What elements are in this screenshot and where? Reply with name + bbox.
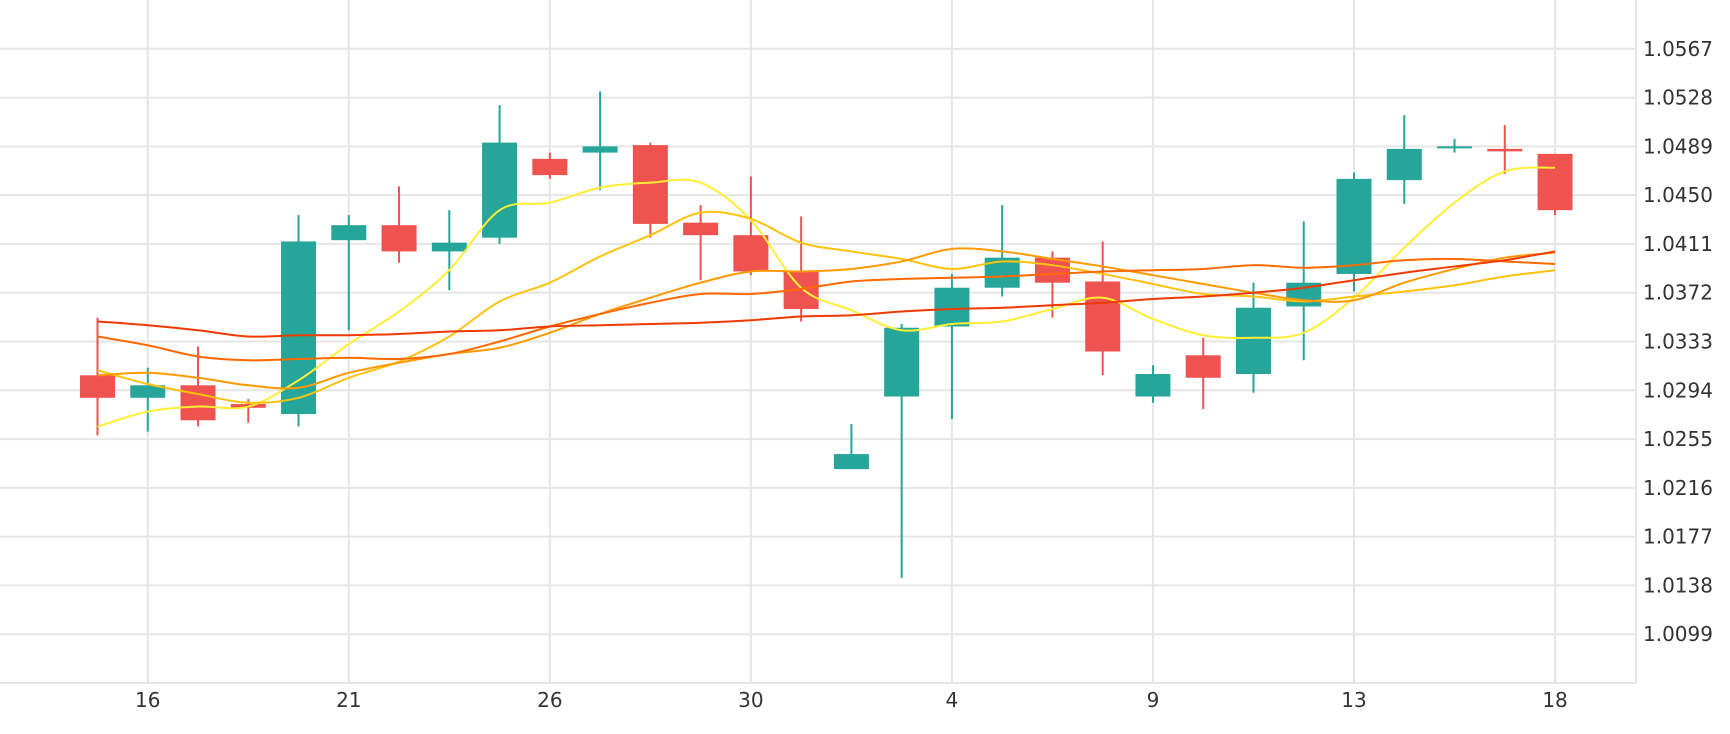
candle-down (381, 186, 417, 263)
candle-body (833, 454, 869, 470)
y-tick-label: 1.0216 (1643, 476, 1713, 500)
candle-body (331, 225, 367, 241)
candle-body (1437, 146, 1473, 149)
candle-down (80, 317, 115, 436)
x-tick-label: 4 (946, 688, 959, 712)
candle-layer (80, 91, 1573, 578)
candle-up (934, 273, 970, 420)
candle-body (934, 287, 970, 327)
candle-down (1537, 153, 1573, 216)
candle-body (1336, 178, 1372, 274)
candle-body (180, 385, 216, 421)
candle-down (1034, 251, 1070, 318)
candle-up (1437, 138, 1473, 153)
candle-up (833, 424, 869, 470)
x-tick-label: 13 (1341, 688, 1366, 712)
moving-average-line-4 (97, 257, 1556, 362)
candle-body (532, 158, 568, 176)
candle-up (984, 205, 1020, 297)
moving-average-line-1 (97, 166, 1556, 428)
y-tick-label: 1.0450 (1643, 183, 1713, 207)
candle-down (683, 205, 719, 281)
candle-body (1235, 307, 1271, 375)
candle-up (582, 91, 618, 191)
candle-up (1286, 221, 1322, 361)
grid-layer (0, 0, 1637, 684)
candle-down (1085, 241, 1121, 376)
candle-up (482, 105, 518, 244)
candle-body (683, 222, 719, 236)
candle-body (1135, 374, 1171, 397)
candle-body (431, 242, 467, 252)
candle-body (582, 146, 618, 153)
y-tick-label: 1.0294 (1643, 378, 1713, 402)
y-tick-label: 1.0333 (1643, 330, 1713, 354)
x-tick-label: 21 (336, 688, 361, 712)
candle-down (532, 152, 568, 179)
candle-down (1185, 337, 1221, 410)
candle-body (1034, 257, 1070, 283)
y-tick-label: 1.0177 (1643, 525, 1713, 549)
candle-body (632, 145, 668, 224)
y-tick-label: 1.0138 (1643, 573, 1713, 597)
candle-down (632, 142, 668, 238)
candle-up (884, 323, 920, 578)
candle-body (130, 385, 166, 398)
candle-down (733, 176, 769, 276)
candle-body (1085, 281, 1121, 352)
candle-up (1336, 172, 1372, 292)
y-tick-label: 1.0411 (1643, 232, 1713, 256)
candle-body (381, 225, 417, 252)
x-tick-label: 9 (1147, 688, 1160, 712)
moving-average-line-5 (97, 250, 1556, 338)
candle-down (1487, 125, 1523, 174)
candle-up (1386, 115, 1422, 204)
candle-body (1386, 148, 1422, 181)
candle-body (1487, 148, 1523, 152)
candle-up (331, 215, 367, 331)
candle-down (783, 216, 819, 322)
moving-average-layer (97, 166, 1556, 428)
moving-average-line-3 (97, 247, 1556, 390)
y-tick-label: 1.0528 (1643, 86, 1713, 110)
x-tick-label: 16 (135, 688, 160, 712)
candle-up (431, 210, 467, 291)
x-tick-label: 18 (1542, 688, 1567, 712)
moving-average-line-2 (97, 210, 1556, 404)
candle-up (1135, 365, 1171, 403)
x-tick-label: 30 (738, 688, 763, 712)
candle-body (482, 142, 518, 238)
candle-body (733, 235, 769, 272)
candle-body (80, 375, 115, 398)
y-tick-label: 1.0567 (1643, 37, 1713, 61)
y-tick-label: 1.0099 (1643, 622, 1713, 646)
y-tick-label: 1.0489 (1643, 134, 1713, 158)
axis-layer: 1.0567 1.0528 1.0489 1.0450 1.0411 1.0372 1.03… (135, 37, 1713, 712)
candle-body (884, 327, 920, 397)
candle-up (130, 367, 166, 432)
x-tick-label: 26 (537, 688, 562, 712)
candle-body (1185, 355, 1221, 378)
y-tick-label: 1.0255 (1643, 427, 1713, 451)
candle-up (281, 215, 317, 427)
candle-body (1537, 153, 1573, 211)
y-tick-label: 1.0372 (1643, 281, 1713, 305)
